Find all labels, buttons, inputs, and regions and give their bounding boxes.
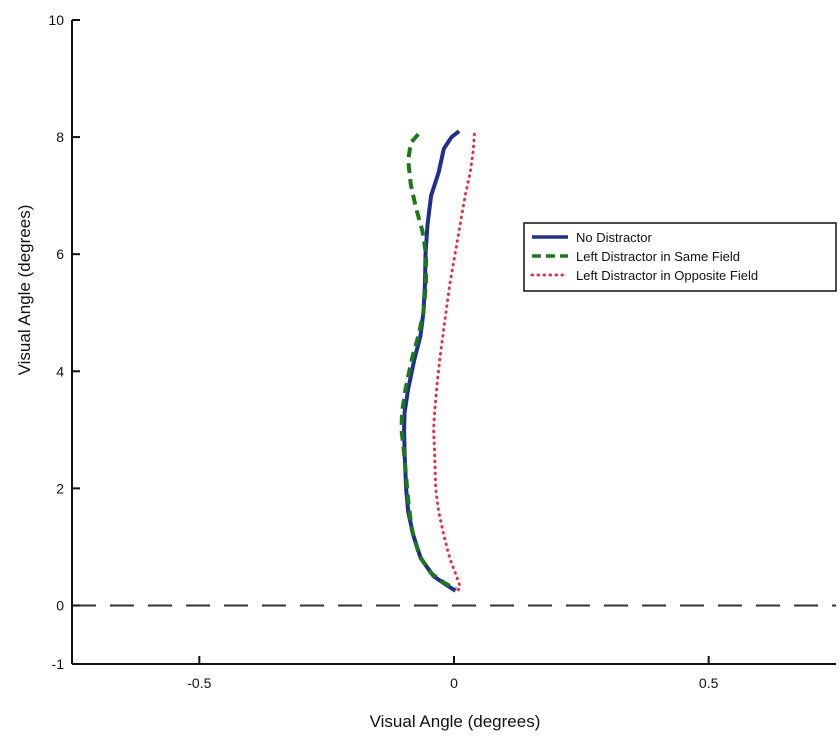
legend-label-1: No Distractor [576,230,653,245]
legend-label-3: Left Distractor in Opposite Field [576,268,758,283]
y-tick-label: 8 [56,129,64,145]
y-tick-label: -1 [52,656,65,672]
y-tick-label: 4 [56,363,64,379]
y-tick-label: 0 [56,597,64,613]
x-tick-label: -0.5 [187,675,211,691]
legend-items: No Distractor Left Distractor in Same Fie… [530,230,758,283]
series-line-2 [399,132,457,591]
ticks-layer: -1 0 2 4 6 8 10 -0.5 0 0.5 [48,12,718,691]
y-tick-label: 10 [48,12,64,28]
y-tick-label: 2 [56,480,64,496]
x-tick-label: 0.5 [699,675,719,691]
series-line-3 [432,132,476,595]
legend: No Distractor Left Distractor in Same Fie… [523,222,837,292]
series-layer [399,129,476,595]
legend-box [523,222,837,292]
x-axis-label: Visual Angle (degrees) [370,712,541,731]
y-tick-label: 6 [56,246,64,262]
x-tick-label: 0 [450,675,458,691]
legend-label-2: Left Distractor in Same Field [576,249,740,264]
y-axis-label: Visual Angle (degrees) [15,205,34,376]
